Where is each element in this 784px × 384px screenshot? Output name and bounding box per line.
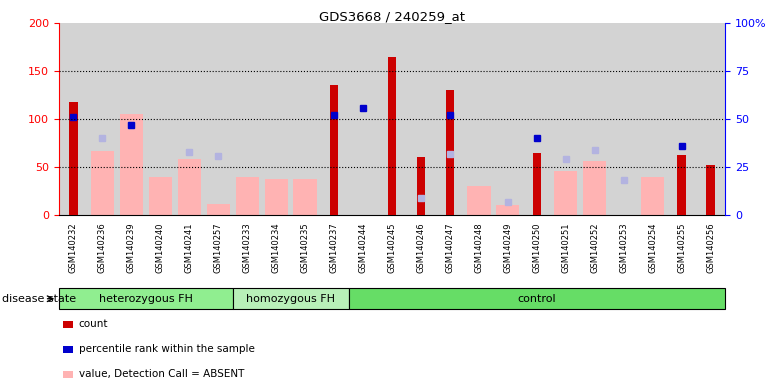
Text: heterozygous FH: heterozygous FH (99, 293, 193, 304)
Bar (696, 23, 725, 215)
Bar (117, 23, 146, 215)
Bar (349, 288, 725, 309)
Bar (146, 23, 175, 215)
Bar (233, 288, 349, 309)
Bar (349, 23, 378, 215)
Bar (445, 90, 454, 215)
Bar (291, 23, 320, 215)
Bar (554, 171, 578, 215)
Bar (706, 165, 715, 215)
Bar (206, 204, 230, 215)
Bar (264, 179, 288, 215)
Bar (416, 157, 425, 215)
Text: control: control (517, 293, 556, 304)
Bar (91, 151, 114, 215)
Bar (677, 155, 686, 215)
Bar (387, 56, 397, 215)
Bar (580, 23, 609, 215)
Bar (378, 23, 406, 215)
Bar (149, 177, 172, 215)
Bar (63, 346, 73, 353)
Bar (496, 205, 520, 215)
Bar (493, 23, 522, 215)
Bar (235, 177, 259, 215)
Bar (63, 321, 73, 328)
Bar (233, 23, 262, 215)
Bar (88, 23, 117, 215)
Text: value, Detection Call = ABSENT: value, Detection Call = ABSENT (79, 369, 245, 379)
Bar (59, 23, 88, 215)
Text: disease state: disease state (2, 294, 76, 304)
Bar (641, 177, 664, 215)
Bar (330, 86, 339, 215)
Bar (583, 161, 606, 215)
Bar (69, 102, 78, 215)
Bar (467, 186, 491, 215)
Bar (320, 23, 349, 215)
Text: percentile rank within the sample: percentile rank within the sample (79, 344, 255, 354)
Text: GDS3668 / 240259_at: GDS3668 / 240259_at (319, 10, 465, 23)
Text: homozygous FH: homozygous FH (246, 293, 335, 304)
Bar (667, 23, 696, 215)
Bar (59, 288, 233, 309)
Bar (204, 23, 233, 215)
Bar (406, 23, 435, 215)
Bar (522, 23, 551, 215)
Bar (262, 23, 291, 215)
Bar (638, 23, 667, 215)
Bar (532, 152, 541, 215)
Bar (609, 23, 638, 215)
Bar (178, 159, 201, 215)
Bar (435, 23, 464, 215)
Bar (551, 23, 580, 215)
Bar (464, 23, 493, 215)
Bar (175, 23, 204, 215)
Bar (63, 371, 73, 378)
Text: count: count (79, 319, 108, 329)
Bar (293, 179, 317, 215)
Bar (120, 114, 143, 215)
